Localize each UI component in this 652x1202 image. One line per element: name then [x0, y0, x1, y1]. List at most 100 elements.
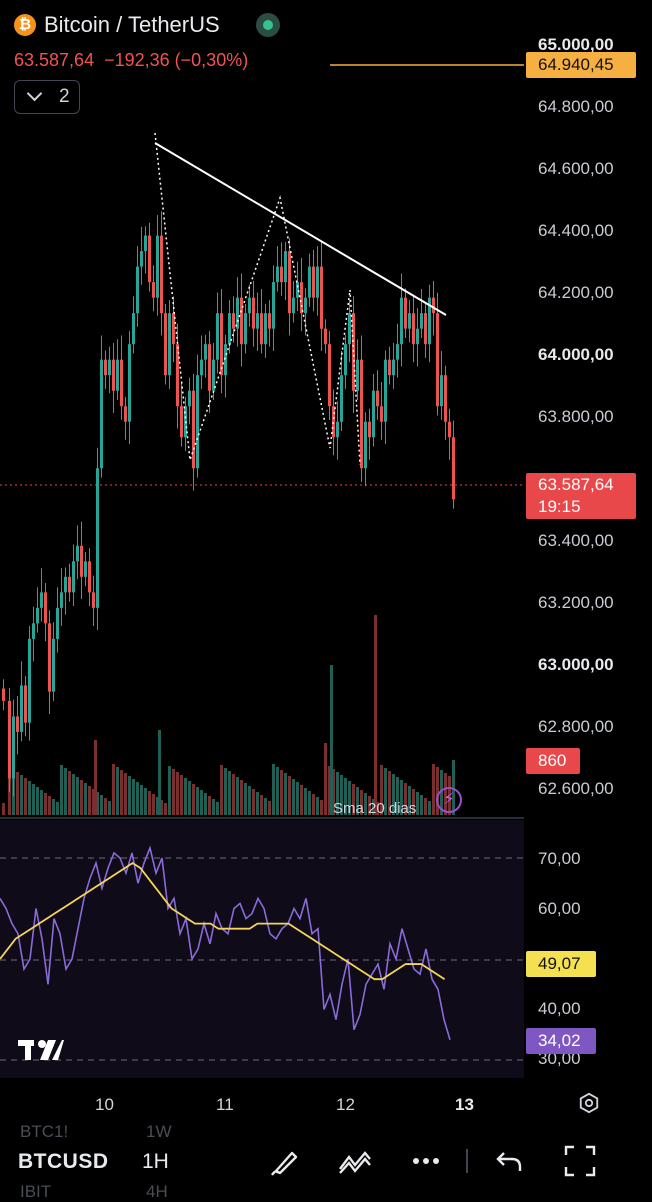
candle-body — [64, 576, 67, 593]
more-icon[interactable] — [408, 1143, 444, 1179]
candle-body — [44, 592, 47, 624]
rsi-panel — [0, 820, 524, 1078]
candle-body — [32, 623, 35, 639]
volume-bar — [158, 730, 161, 815]
symbol-title[interactable]: Bitcoin / TetherUS — [44, 12, 220, 37]
interval-selector[interactable]: 1H — [142, 1150, 169, 1173]
candle-body — [368, 421, 371, 438]
volume-bar — [424, 798, 427, 815]
candle-body — [364, 421, 367, 469]
candle-body — [288, 251, 291, 314]
volume-bar — [212, 799, 215, 815]
candle-body — [24, 685, 27, 723]
candle-body — [188, 390, 191, 407]
volume-bar — [180, 775, 183, 815]
brush-icon[interactable] — [268, 1143, 304, 1179]
volume-bar — [208, 796, 211, 815]
last-price: 63.587,64 — [14, 50, 95, 70]
volume-bar — [92, 789, 95, 815]
time-axis-label: 13 — [455, 1095, 474, 1114]
candle-body — [216, 313, 219, 360]
candle-body — [384, 359, 387, 422]
candle-body — [312, 266, 315, 298]
candle-body — [2, 688, 5, 701]
patterns-icon[interactable] — [337, 1143, 373, 1179]
volume-bar — [136, 782, 139, 815]
volume-bar — [32, 784, 35, 815]
candle-body — [96, 468, 99, 608]
volume-bar — [400, 780, 403, 815]
candle-body — [416, 328, 419, 345]
candle-body — [420, 313, 423, 329]
candle-body — [180, 406, 183, 438]
settings-icon[interactable] — [578, 1092, 600, 1114]
candle-body — [152, 282, 155, 298]
volume-bar — [104, 798, 107, 815]
volume-bar — [296, 782, 299, 815]
candle-body — [440, 375, 443, 407]
volume-bar — [220, 765, 223, 815]
volume-bar — [204, 793, 207, 815]
candle-body — [144, 235, 147, 252]
lightning-icon[interactable]: ⚡ — [436, 787, 462, 813]
candle-body — [332, 406, 335, 438]
candle-body — [208, 344, 211, 391]
volume-bar — [320, 800, 323, 815]
volume-bar — [360, 790, 363, 815]
live-status-icon — [256, 13, 280, 37]
bitcoin-icon: ₿ — [14, 14, 36, 36]
volume-bar — [280, 770, 283, 815]
candle-body — [296, 282, 299, 298]
rsi-axis-label: 40,00 — [538, 999, 581, 1018]
indicators-collapse-button[interactable]: 2 — [14, 80, 80, 114]
candle-body — [408, 313, 411, 329]
high-price-tag: 64.940,45 — [526, 52, 636, 78]
volume-bar — [240, 780, 243, 815]
rsi-axis-label: 60,00 — [538, 899, 581, 918]
candle-body — [244, 313, 247, 345]
volume-bar — [72, 774, 75, 815]
volume-bar — [196, 787, 199, 815]
candle-body — [148, 235, 151, 283]
volume-bar — [340, 775, 343, 815]
candle-body — [176, 344, 179, 407]
volume-bar — [28, 781, 31, 815]
symbol-selector[interactable]: BTCUSD — [18, 1150, 109, 1173]
rsi-value-tag: 34,02 — [526, 1028, 596, 1054]
candle-body — [204, 344, 207, 360]
candle-body — [444, 375, 447, 422]
volume-bar — [436, 767, 439, 815]
price-chart[interactable] — [0, 0, 652, 1090]
tradingview-logo — [18, 1040, 64, 1060]
candle-body — [396, 344, 399, 360]
candle-body — [412, 313, 415, 345]
sma-label[interactable]: Sma 20 dias — [333, 800, 417, 817]
volume-bar — [192, 784, 195, 815]
volume-bar — [108, 801, 111, 815]
candle-body — [16, 716, 19, 732]
rsi-line — [0, 845, 451, 1041]
fullscreen-icon[interactable] — [562, 1143, 598, 1179]
volume-bar — [96, 792, 99, 815]
price-axis-label: 63.800,00 — [538, 407, 614, 426]
volume-bar — [272, 764, 275, 815]
candles — [2, 211, 455, 797]
candle-body — [72, 561, 75, 593]
volume-bar — [276, 767, 279, 815]
candle-body — [120, 359, 123, 407]
last-price-tag: 63.587,64 19:15 — [526, 473, 636, 519]
candle-body — [88, 561, 91, 593]
trendline[interactable] — [154, 142, 447, 316]
volume-bar — [328, 766, 331, 815]
candle-body — [436, 313, 439, 407]
volume-bar — [164, 803, 167, 815]
volume-bar — [76, 777, 79, 815]
candle-body — [320, 266, 323, 329]
undo-icon[interactable] — [492, 1143, 528, 1179]
candle-body — [356, 359, 359, 391]
ghost-interval: 1W — [146, 1122, 172, 1141]
volume-bar — [332, 769, 335, 815]
price-change: −192,36 (−0,30%) — [104, 50, 249, 70]
rsi-ma-tag: 49,07 — [526, 951, 596, 977]
volume-bar — [396, 777, 399, 815]
